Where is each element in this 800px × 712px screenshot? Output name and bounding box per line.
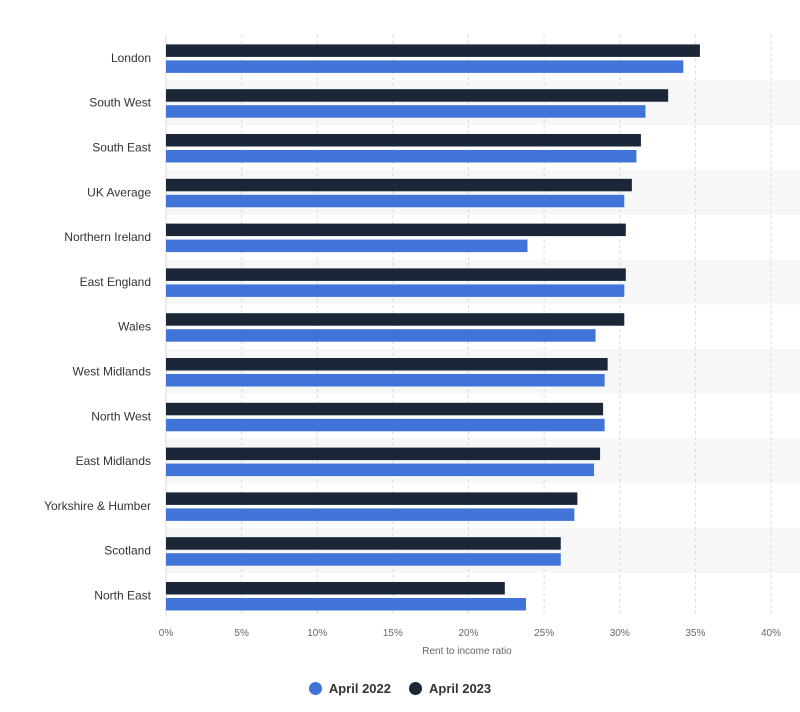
- category-label-south-east: South East: [92, 141, 151, 155]
- bar-scotland-april-2022[interactable]: [166, 553, 561, 566]
- legend: April 2022 April 2023: [0, 681, 800, 696]
- category-label-east-england: East England: [80, 275, 151, 289]
- x-tick-label: 5%: [234, 628, 249, 639]
- bar-south-east-april-2022[interactable]: [166, 150, 637, 163]
- category-label-south-west: South West: [89, 96, 151, 110]
- tick-labels: 0% 5% 10% 15% 20% 25% 30% 35% 40%: [159, 628, 781, 639]
- bar-wales-april-2022[interactable]: [166, 329, 596, 342]
- x-tick-label: 25%: [534, 628, 554, 639]
- bar-chart: London South West South East UK Average Nort…: [44, 35, 800, 657]
- bar-west-midlands-april-2023[interactable]: [166, 358, 608, 371]
- bar-london-april-2023[interactable]: [166, 44, 700, 57]
- row-band-south-west: [166, 80, 800, 126]
- category-label-north-west: North West: [91, 409, 151, 423]
- bar-london-april-2022[interactable]: [166, 60, 684, 73]
- category-label-wales: Wales: [118, 320, 151, 334]
- x-tick-label: 20%: [458, 628, 478, 639]
- legend-marker-april-2022: [308, 682, 322, 695]
- x-tick-label: 0%: [159, 628, 174, 639]
- category-label-north-east: North East: [94, 589, 151, 603]
- bar-uk-average-april-2022[interactable]: [166, 194, 625, 208]
- bar-uk-average-april-2023[interactable]: [166, 178, 632, 192]
- bar-south-east-april-2023[interactable]: [166, 134, 641, 147]
- category-labels: London South West South East UK Average Nort…: [44, 51, 152, 603]
- bar-east-midlands-april-2022[interactable]: [166, 463, 595, 477]
- bars: [166, 44, 700, 611]
- category-label-london: London: [111, 51, 151, 65]
- bar-east-midlands-april-2023[interactable]: [166, 447, 601, 461]
- row-band-east-england: [166, 259, 800, 305]
- bar-east-england-april-2022[interactable]: [166, 284, 625, 297]
- legend-label-april-2022: April 2022: [328, 681, 391, 696]
- x-tick-label: 40%: [761, 628, 781, 639]
- category-label-west-midlands: West Midlands: [73, 365, 151, 379]
- gridlines: [165, 35, 772, 617]
- bar-wales-april-2023[interactable]: [166, 313, 625, 326]
- bar-north-east-april-2022[interactable]: [166, 598, 526, 611]
- category-label-northern-ireland: Northern Ireland: [64, 230, 151, 244]
- x-tick-label: 15%: [383, 628, 403, 639]
- bar-yorkshire-and-humber-april-2023[interactable]: [166, 492, 578, 505]
- row-band-east-midlands: [166, 438, 800, 484]
- bar-north-east-april-2023[interactable]: [166, 582, 505, 595]
- category-label-yorkshire-and-humber: Yorkshire & Humber: [44, 499, 151, 513]
- bar-west-midlands-april-2022[interactable]: [166, 374, 605, 387]
- bar-east-england-april-2023[interactable]: [166, 268, 626, 281]
- legend-marker-april-2023: [409, 682, 422, 695]
- legend-item-april-2023[interactable]: April 2023: [409, 681, 491, 696]
- category-label-uk-average: UK Average: [87, 185, 151, 199]
- legend-label-april-2023: April 2023: [429, 681, 492, 696]
- row-band-uk-average: [166, 169, 800, 215]
- row-band-west-midlands: [166, 349, 800, 394]
- category-label-scotland: Scotland: [104, 544, 151, 558]
- legend-item-april-2022[interactable]: April 2022: [308, 681, 391, 696]
- row-band-scotland: [166, 528, 800, 574]
- bar-yorkshire-and-humber-april-2022[interactable]: [166, 508, 575, 521]
- bar-northern-ireland-april-2022[interactable]: [166, 239, 528, 253]
- bar-scotland-april-2023[interactable]: [166, 537, 561, 550]
- bar-northern-ireland-april-2023[interactable]: [166, 223, 626, 237]
- x-axis-title: Rent to income ratio: [422, 646, 512, 657]
- category-label-east-midlands: East Midlands: [76, 454, 151, 468]
- bar-south-west-april-2022[interactable]: [166, 105, 646, 118]
- x-tick-label: 10%: [307, 628, 327, 639]
- bar-north-west-april-2022[interactable]: [166, 418, 605, 432]
- bar-south-west-april-2023[interactable]: [166, 89, 669, 102]
- x-tick-label: 35%: [685, 628, 705, 639]
- x-tick-label: 30%: [610, 628, 630, 639]
- bar-north-west-april-2023[interactable]: [166, 402, 604, 416]
